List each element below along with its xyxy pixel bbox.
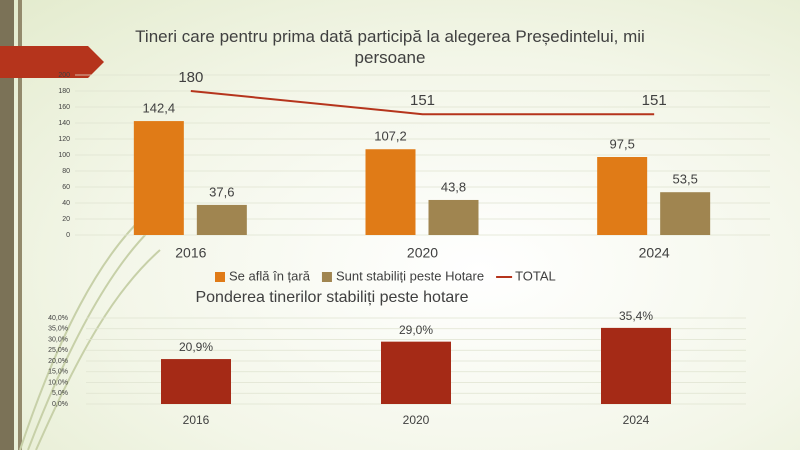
y-tick-label: 0 bbox=[66, 232, 70, 239]
chart-title: Tineri care pentru prima dată participă … bbox=[135, 27, 645, 67]
y-tick-label: 140 bbox=[58, 120, 70, 127]
y-tick-label: 25,0% bbox=[48, 347, 68, 354]
legend-label: TOTAL bbox=[515, 268, 556, 283]
bar bbox=[660, 192, 711, 235]
bar bbox=[601, 327, 671, 404]
side-stripe bbox=[18, 0, 22, 450]
y-tick-label: 80 bbox=[62, 168, 70, 175]
y-tick-label: 20,0% bbox=[48, 358, 68, 365]
legend-label: Sunt stabiliți peste Hotare bbox=[336, 268, 484, 283]
value-label: 151 bbox=[410, 92, 435, 109]
value-label: 43,8 bbox=[441, 179, 466, 194]
value-label: 142,4 bbox=[143, 101, 176, 116]
y-tick-label: 10,0% bbox=[48, 379, 68, 386]
bar bbox=[196, 204, 247, 235]
banner-arrow bbox=[0, 46, 104, 78]
legend-swatch bbox=[215, 272, 225, 282]
bar bbox=[381, 341, 451, 404]
x-tick-label: 2024 bbox=[623, 413, 650, 427]
x-tick-label: 2020 bbox=[403, 413, 430, 427]
y-tick-label: 40 bbox=[62, 200, 70, 207]
y-tick-label: 5,0% bbox=[52, 390, 68, 397]
value-label: 151 bbox=[642, 92, 667, 109]
y-tick-label: 200 bbox=[58, 72, 70, 79]
total-line bbox=[190, 90, 655, 116]
y-tick-label: 160 bbox=[58, 104, 70, 111]
y-tick-label: 120 bbox=[58, 136, 70, 143]
decor-curve bbox=[19, 219, 161, 450]
x-tick-label: 2016 bbox=[175, 245, 206, 261]
side-stripe bbox=[0, 0, 14, 450]
legend-label: Se află în țară bbox=[229, 268, 311, 283]
value-label: 37,6 bbox=[209, 184, 234, 199]
value-label: 97,5 bbox=[610, 136, 635, 151]
bar bbox=[428, 199, 479, 235]
y-tick-label: 0,0% bbox=[52, 401, 68, 408]
bar bbox=[365, 149, 416, 235]
x-tick-label: 2024 bbox=[639, 245, 670, 261]
y-tick-label: 100 bbox=[58, 152, 70, 159]
y-tick-label: 40,0% bbox=[48, 315, 68, 322]
value-label: 35,4% bbox=[619, 309, 653, 323]
bar bbox=[597, 157, 648, 235]
x-tick-label: 2020 bbox=[407, 245, 438, 261]
value-label: 107,2 bbox=[374, 129, 407, 144]
bar bbox=[133, 121, 184, 235]
y-tick-label: 60 bbox=[62, 184, 70, 191]
x-tick-label: 2016 bbox=[183, 413, 210, 427]
y-tick-label: 35,0% bbox=[48, 326, 68, 333]
value-label: 29,0% bbox=[399, 323, 433, 337]
y-tick-label: 15,0% bbox=[48, 369, 68, 376]
value-label: 180 bbox=[178, 69, 203, 86]
y-tick-label: 30,0% bbox=[48, 336, 68, 343]
bar bbox=[161, 359, 231, 404]
y-tick-label: 180 bbox=[58, 88, 70, 95]
value-label: 53,5 bbox=[673, 172, 698, 187]
legend-swatch bbox=[321, 272, 332, 282]
y-tick-label: 20 bbox=[62, 216, 70, 223]
value-label: 20,9% bbox=[179, 340, 213, 354]
chart-title: Ponderea tinerilor stabiliți peste hotar… bbox=[195, 289, 468, 306]
